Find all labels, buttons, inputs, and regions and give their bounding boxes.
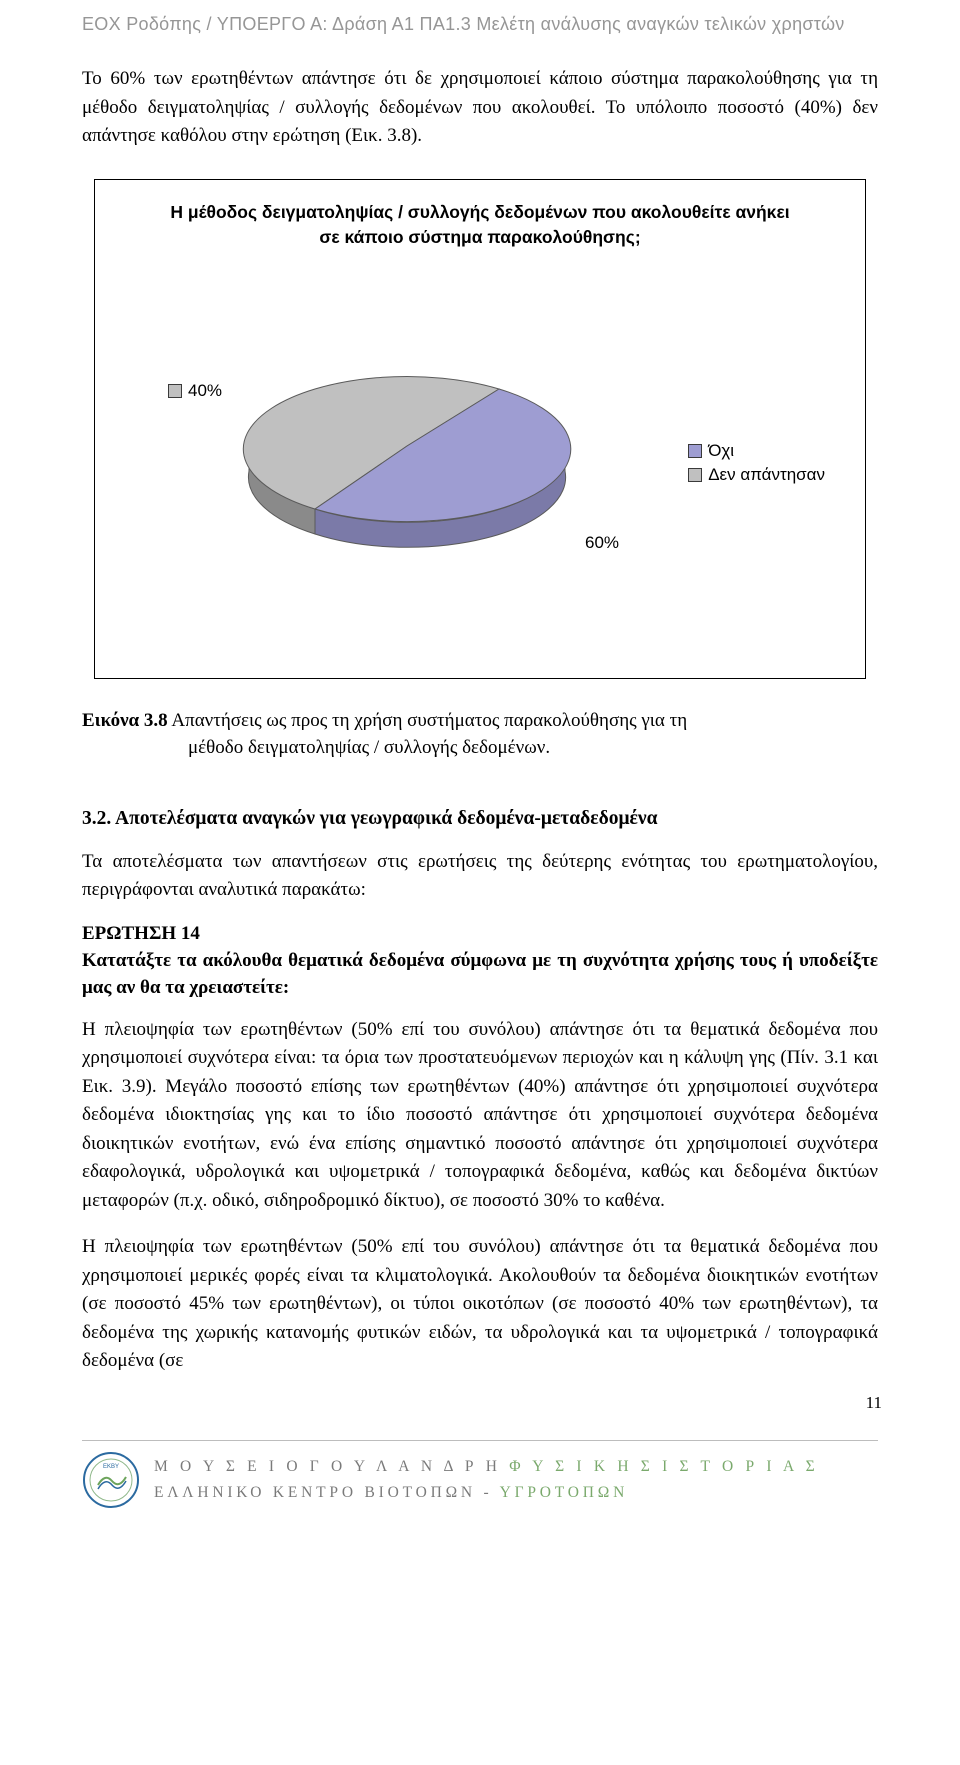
legend-label-na: Δεν απάντησαν [708,465,825,485]
answer-paragraph-2: Η πλειοψηφία των ερωτηθέντων (50% επί το… [82,1233,878,1376]
chart-title: Η μέθοδος δειγματοληψίας / συλλογής δεδο… [160,200,800,251]
page-header: ΕΟΧ Ροδόπης / ΥΠΟΕΡΓΟ Α: Δράση Α1 ΠΑ1.3 … [82,0,878,65]
question-text: Κατατάξτε τα ακόλουθα θεματικά δεδομένα … [82,947,878,1002]
caption-line2: μέθοδο δειγματοληψίας / συλλογής δεδομέν… [188,734,878,762]
answer-paragraph-1: Η πλειοψηφία των ερωτηθέντων (50% επί το… [82,1016,878,1216]
legend-label-oxi: Όχι [708,441,734,461]
pie-label-40: 40% [168,381,222,401]
pie-chart: 40% 60% Όχι Δεν απάντησαν [113,256,847,636]
pie-label-60: 60% [585,533,619,553]
section-intro: Τα αποτελέσματα των απαντήσεων στις ερωτ… [82,848,878,905]
footer-line2-a: ΕΛΛΗΝΙΚΟ ΚΕΝΤΡΟ ΒΙΟΤΟΠΩΝ - [154,1484,500,1501]
swatch-40 [168,384,182,398]
section-title: 3.2. Αποτελέσματα αναγκών για γεωγραφικά… [82,808,878,830]
footer-line1-a: Μ Ο Υ Σ Ε Ι Ο Γ Ο Υ Λ Α Ν Δ Ρ Η [154,1458,509,1475]
figure-caption: Εικόνα 3.8 Απαντήσεις ως προς τη χρήση σ… [82,707,878,762]
svg-text:EKBY: EKBY [103,1464,119,1470]
page-footer: 11 EKBY Μ Ο Υ Σ Ε Ι Ο Γ Ο Υ Λ Α Ν Δ Ρ Η … [82,1440,878,1509]
pie-chart-container: Η μέθοδος δειγματοληψίας / συλλογής δεδο… [94,179,866,679]
footer-line1-b: Φ Υ Σ Ι Κ Η Σ Ι Σ Τ Ο Ρ Ι Α Σ [509,1458,819,1475]
pct-40: 40% [188,381,222,401]
page-number: 11 [866,1393,882,1413]
pie-svg [237,366,577,561]
footer-line1: Μ Ο Υ Σ Ε Ι Ο Γ Ο Υ Λ Α Ν Δ Ρ Η Φ Υ Σ Ι … [154,1454,819,1480]
intro-paragraph: Το 60% των ερωτηθέντων απάντησε ότι δε χ… [82,65,878,151]
legend-row-na: Δεν απάντησαν [688,465,825,485]
caption-line1: Απαντήσεις ως προς τη χρήση συστήματος π… [168,710,688,731]
legend-row-oxi: Όχι [688,441,825,461]
caption-label: Εικόνα 3.8 [82,710,168,731]
chart-legend: Όχι Δεν απάντησαν [688,441,825,489]
ekby-logo-icon: EKBY [82,1451,140,1509]
swatch-oxi [688,444,702,458]
footer-text: Μ Ο Υ Σ Ε Ι Ο Γ Ο Υ Λ Α Ν Δ Ρ Η Φ Υ Σ Ι … [154,1454,819,1505]
swatch-na [688,468,702,482]
footer-line2-b: ΥΓΡΟΤΟΠΩΝ [500,1484,628,1501]
question-number: ΕΡΩΤΗΣΗ 14 [82,923,878,945]
footer-line2: ΕΛΛΗΝΙΚΟ ΚΕΝΤΡΟ ΒΙΟΤΟΠΩΝ - ΥΓΡΟΤΟΠΩΝ [154,1480,819,1506]
